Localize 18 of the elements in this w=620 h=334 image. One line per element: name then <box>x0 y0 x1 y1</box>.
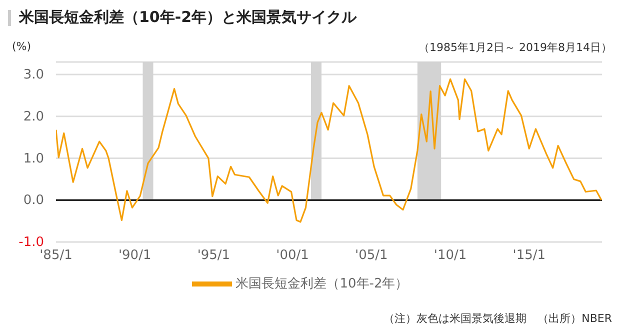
y-tick-label: 1.0 <box>23 151 44 166</box>
y-tick-label: -1.0 <box>18 235 44 250</box>
x-tick-label: '15/1 <box>512 248 546 264</box>
x-tick-label: '10/1 <box>434 248 467 264</box>
x-tick-label: '00/1 <box>276 248 309 264</box>
chart-title: 米国長短金利差（10年-2年）と米国景気サイクル <box>19 8 357 27</box>
text: （注）灰色は米国景気後退期 （出所）NBER <box>384 312 612 325</box>
y-axis-title: (%) <box>12 40 32 53</box>
legend-label: 米国長短金利差（10年-2年） <box>236 276 408 292</box>
x-tick-label: '90/1 <box>118 248 152 264</box>
chart-subtitle: （1985年1月2日～ 2019年8月14日） <box>418 40 612 55</box>
y-tick-label: 3.0 <box>23 68 44 83</box>
y-tick-label: 2.0 <box>23 109 44 124</box>
x-tick-label: '05/1 <box>355 248 388 264</box>
x-tick-label: '85/1 <box>40 248 72 264</box>
y-tick-label: 0.0 <box>23 193 44 208</box>
x-tick-label: '95/1 <box>197 248 230 264</box>
line-series <box>56 78 602 223</box>
